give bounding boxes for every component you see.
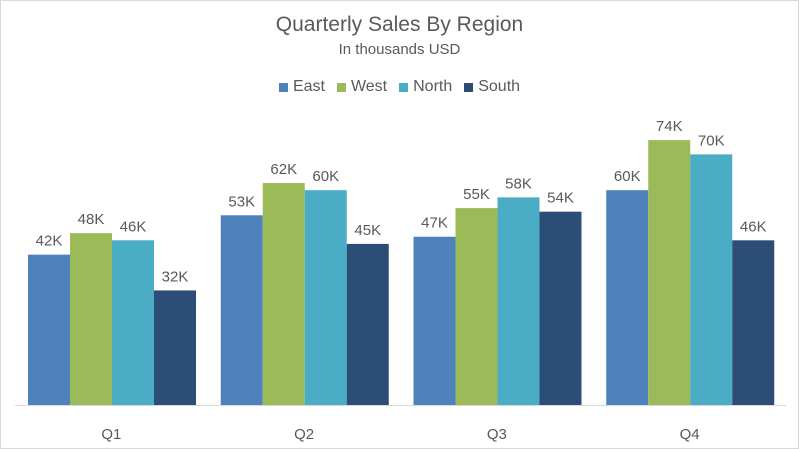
bar-east-q3 bbox=[413, 236, 456, 405]
data-label: 48K bbox=[78, 211, 105, 228]
bar-north-q2 bbox=[304, 190, 347, 405]
legend-item-west: West bbox=[336, 78, 388, 96]
data-label: 46K bbox=[120, 218, 147, 235]
legend-swatch bbox=[278, 82, 288, 92]
legend-label: North bbox=[413, 78, 453, 95]
data-label: 47K bbox=[421, 215, 448, 232]
data-label: 60K bbox=[614, 168, 641, 185]
data-label: 74K bbox=[656, 118, 683, 135]
legend-label: South bbox=[478, 78, 521, 95]
chart-subtitle: In thousands USD bbox=[338, 41, 461, 58]
bar-west-q4 bbox=[648, 140, 691, 405]
data-label: 54K bbox=[547, 190, 574, 207]
data-label: 62K bbox=[270, 161, 297, 178]
bar-south-q4 bbox=[732, 240, 775, 405]
bar-south-q2 bbox=[346, 243, 389, 405]
legend-item-east: East bbox=[278, 78, 325, 96]
x-tick-label: Q4 bbox=[680, 426, 700, 443]
data-label: 45K bbox=[354, 222, 381, 239]
bar-north-q1 bbox=[112, 240, 154, 405]
legend-label: West bbox=[350, 78, 388, 95]
bar-west-q3 bbox=[455, 208, 498, 405]
legend-swatch bbox=[399, 82, 409, 92]
data-label: 46K bbox=[740, 218, 767, 235]
legend-item-south: South bbox=[464, 78, 520, 96]
data-label: 70K bbox=[698, 132, 725, 149]
legend-swatch bbox=[464, 82, 474, 92]
bar-south-q3 bbox=[539, 211, 582, 405]
legend-item-north: North bbox=[399, 78, 452, 96]
bar-west-q1 bbox=[70, 233, 112, 405]
x-tick-label: Q1 bbox=[101, 426, 121, 443]
bar-east-q4 bbox=[606, 190, 649, 405]
bar-west-q2 bbox=[262, 183, 305, 405]
data-label: 53K bbox=[228, 193, 255, 210]
legend-swatch bbox=[336, 82, 346, 92]
bar-east-q2 bbox=[220, 215, 263, 405]
data-label: 42K bbox=[36, 233, 63, 250]
bar-east-q1 bbox=[28, 254, 70, 405]
x-tick-label: Q2 bbox=[294, 426, 314, 443]
legend-label: East bbox=[292, 78, 325, 95]
x-tick-label: Q3 bbox=[487, 426, 507, 443]
data-label: 60K bbox=[312, 168, 339, 185]
data-label: 55K bbox=[463, 186, 490, 203]
legend: East West North South bbox=[1, 78, 798, 96]
data-label: 32K bbox=[162, 268, 189, 285]
bar-south-q1 bbox=[154, 290, 196, 405]
bar-north-q4 bbox=[690, 154, 733, 405]
chart-title: Quarterly Sales By Region bbox=[275, 13, 524, 36]
bar-north-q3 bbox=[497, 197, 540, 405]
data-label: 58K bbox=[505, 175, 532, 192]
